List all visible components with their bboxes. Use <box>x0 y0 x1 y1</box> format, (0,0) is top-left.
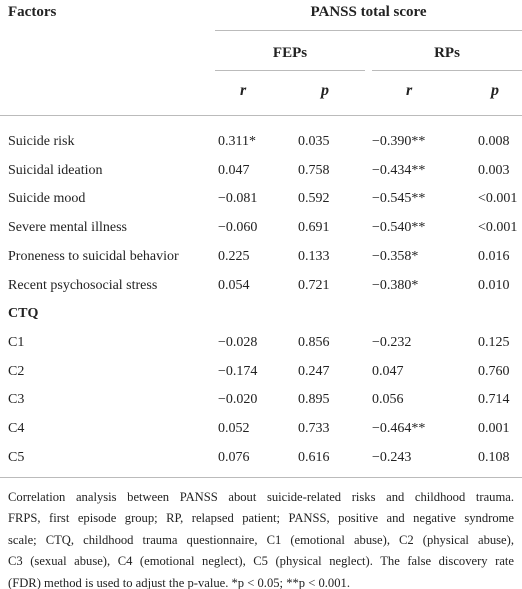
header-group: RPs <box>434 45 460 61</box>
cell: <0.001 <box>478 220 518 236</box>
cell: 0.592 <box>298 191 330 207</box>
rule <box>0 115 522 116</box>
cell: −0.545** <box>372 191 426 207</box>
cell: 0.047 <box>372 363 404 379</box>
cell: 0.133 <box>298 248 330 264</box>
cell: 0.001 <box>478 421 510 436</box>
cell: −0.081 <box>218 191 258 207</box>
cell: 0.108 <box>478 449 510 465</box>
cell: 0.047 <box>218 162 250 178</box>
cell: <0.001 <box>478 191 518 207</box>
row-label: C3 <box>8 392 25 408</box>
cell: −0.060 <box>218 220 258 236</box>
cell: 0.035 <box>298 134 330 149</box>
cell: 0.721 <box>298 277 330 293</box>
cell: −0.540** <box>372 220 426 236</box>
footnote-line: FRPS, first episode group; RP, relapsed … <box>8 511 514 526</box>
rule <box>215 30 522 31</box>
row-label: C5 <box>8 449 25 465</box>
header-factors: Factors <box>8 4 57 20</box>
cell: 0.311* <box>218 134 256 149</box>
header-stat: p <box>491 82 499 99</box>
cell: 0.125 <box>478 334 510 350</box>
cell: 0.052 <box>218 421 250 436</box>
row-label: Proneness to suicidal behavior <box>8 248 179 264</box>
cell: 0.008 <box>478 134 510 149</box>
cell: −0.390** <box>372 134 426 149</box>
header-stat: p <box>321 82 329 99</box>
cell: −0.358* <box>372 248 419 264</box>
cell: 0.616 <box>298 449 330 465</box>
row-label: Suicide risk <box>8 134 75 149</box>
cell: −0.380* <box>372 277 419 293</box>
cell: 0.691 <box>298 220 330 236</box>
cell: −0.434** <box>372 162 426 178</box>
footnote-line: (FDR) method is used to adjust the p-val… <box>8 575 350 589</box>
cell: 0.758 <box>298 162 330 178</box>
rule <box>372 70 522 71</box>
cell: −0.020 <box>218 392 258 408</box>
cell: 0.076 <box>218 449 250 465</box>
cell: −0.464** <box>372 421 426 436</box>
row-label: Recent psychosocial stress <box>8 277 158 293</box>
header-panss: PANSS total score <box>310 4 427 20</box>
cell: −0.174 <box>218 363 258 379</box>
cell: 0.010 <box>478 277 510 293</box>
cell: 0.016 <box>478 248 510 264</box>
row-label: C1 <box>8 334 25 350</box>
footnote-line: C3 (sexual abuse), C4 (emotional neglect… <box>8 554 514 569</box>
header-stat: r <box>240 82 247 99</box>
rule <box>0 477 522 478</box>
header-stat: r <box>406 82 413 99</box>
cell: 0.714 <box>478 392 510 408</box>
cell: 0.856 <box>298 334 330 350</box>
cell: 0.247 <box>298 363 330 379</box>
cell: −0.243 <box>372 449 412 465</box>
footnote-line: Correlation analysis between PANSS about… <box>8 490 514 504</box>
rule <box>215 70 365 71</box>
row-label: C2 <box>8 363 25 379</box>
cell: 0.003 <box>478 162 510 178</box>
header-group: FEPs <box>272 45 308 61</box>
cell: −0.028 <box>218 334 258 350</box>
cell: 0.895 <box>298 392 330 408</box>
row-label: Severe mental illness <box>8 220 127 236</box>
row-label: Suicidal ideation <box>8 162 103 178</box>
cell: 0.225 <box>218 248 250 264</box>
row-label: Suicide mood <box>8 191 86 207</box>
cell: 0.760 <box>478 363 510 379</box>
row-label: CTQ <box>8 306 39 322</box>
cell: 0.054 <box>218 277 250 293</box>
cell: 0.056 <box>372 392 404 408</box>
footnote-line: scale; CTQ, childhood trauma questionnai… <box>8 532 514 547</box>
cell: −0.232 <box>372 334 412 350</box>
cell: 0.733 <box>298 421 330 436</box>
row-label: C4 <box>8 421 25 436</box>
